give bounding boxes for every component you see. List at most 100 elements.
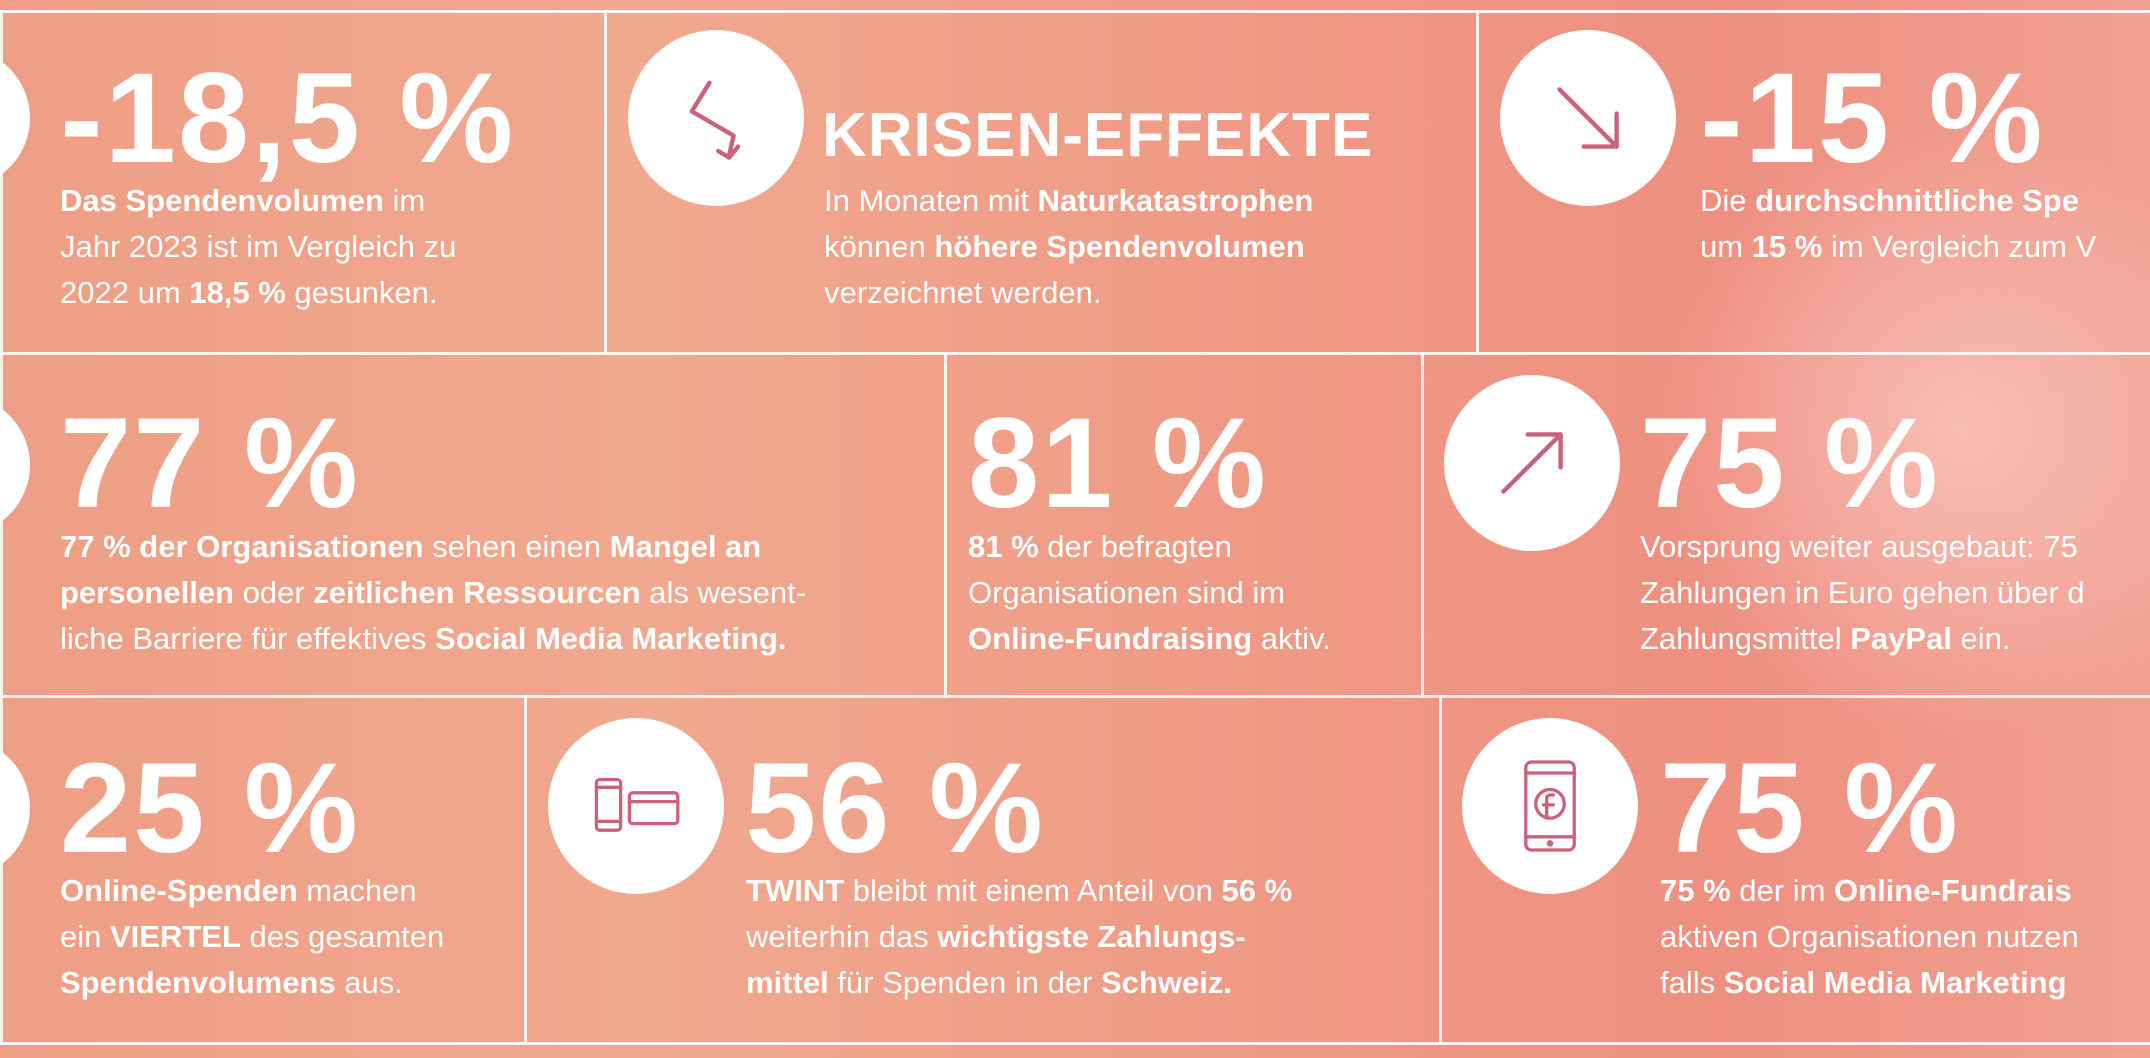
tile-value: 81 % bbox=[968, 392, 1268, 535]
bold-text: zeitlichen Ressourcen bbox=[313, 575, 641, 610]
text-run: ein bbox=[60, 919, 110, 954]
description-line: um 15 % im Vergleich zum V bbox=[1700, 224, 2096, 270]
description-line: In Monaten mit Naturkatastrophen bbox=[824, 178, 1313, 224]
bold-text: durchschnittliche Spe bbox=[1755, 183, 2079, 218]
grid-line-top bbox=[0, 10, 2150, 13]
text-run: Die bbox=[1700, 183, 1756, 218]
description-line: 81 % der befragten bbox=[968, 524, 1331, 570]
text-run: im bbox=[383, 183, 426, 218]
grid-line-r1-a bbox=[604, 10, 607, 354]
phone-and-card-icon bbox=[548, 718, 724, 894]
text-run: Organisationen sind im bbox=[968, 575, 1286, 610]
grid-line-left bbox=[0, 10, 3, 1044]
bold-text: Spendenvolumens bbox=[60, 965, 336, 1000]
tile-value: -18,5 % bbox=[60, 47, 516, 190]
arrow-up-right-icon bbox=[1444, 375, 1620, 551]
text-run: im Vergleich zum V bbox=[1822, 229, 2097, 264]
tile-description: TWINT bleibt mit einem Anteil von 56 % we… bbox=[746, 868, 1292, 1006]
text-run: Zahlungen in Euro gehen über d bbox=[1640, 575, 2085, 610]
text-run: Zahlungsmittel bbox=[1640, 621, 1851, 656]
bold-text: Naturkatastrophen bbox=[1037, 183, 1314, 218]
grid-line-r1-b bbox=[1476, 10, 1479, 354]
text-run: ein. bbox=[1951, 621, 2011, 656]
zigzag-arrow-down-icon bbox=[628, 30, 804, 206]
description-line: weiterhin das wichtigste Zahlungs- bbox=[746, 914, 1292, 960]
description-line: Die durchschnittliche Spe bbox=[1700, 178, 2096, 224]
bold-text: Online-Fundraising bbox=[968, 621, 1253, 656]
grid-line-row2 bbox=[0, 695, 2150, 698]
text-run: 2022 um bbox=[60, 275, 190, 310]
description-line: Spendenvolumens aus. bbox=[60, 960, 444, 1006]
bold-text: 15 % bbox=[1751, 229, 1823, 264]
tile-description: 77 % der Organisationen sehen einen Mang… bbox=[60, 524, 806, 662]
text-run: machen bbox=[297, 873, 417, 908]
text-run: oder bbox=[234, 575, 314, 610]
description-line: 77 % der Organisationen sehen einen Mang… bbox=[60, 524, 806, 570]
grid-line-r2-a bbox=[944, 352, 947, 697]
text-run: In Monaten mit bbox=[824, 183, 1038, 218]
background-glow bbox=[1650, 120, 2150, 740]
description-line: falls Social Media Marketing bbox=[1660, 960, 2079, 1006]
description-line: Das Spendenvolumen im bbox=[60, 178, 456, 224]
text-run: Vorsprung weiter ausgebaut: 75 bbox=[1640, 529, 2078, 564]
bold-text: wichtigste Zahlungs- bbox=[937, 919, 1246, 954]
description-line: Vorsprung weiter ausgebaut: 75 bbox=[1640, 524, 2085, 570]
text-run: aktiv. bbox=[1252, 621, 1331, 656]
text-run: bleibt mit einem Anteil von bbox=[844, 873, 1222, 908]
tile-description: Vorsprung weiter ausgebaut: 75 Zahlungen … bbox=[1640, 524, 2085, 662]
bold-text: PayPal bbox=[1850, 621, 1952, 656]
partial-circle-icon bbox=[0, 738, 30, 878]
tile-value: 75 % bbox=[1640, 392, 1940, 535]
bold-text: Online-Fundrais bbox=[1834, 873, 2072, 908]
bold-text: Das Spendenvolumen bbox=[60, 183, 384, 218]
text-run: als wesent- bbox=[640, 575, 807, 610]
grid-line-r3-b bbox=[1439, 695, 1442, 1044]
tile-description: Die durchschnittliche Spe um 15 % im Verg… bbox=[1700, 178, 2096, 270]
bold-text: 75 % bbox=[1660, 873, 1731, 908]
tile-value: 56 % bbox=[745, 737, 1045, 880]
description-line: TWINT bleibt mit einem Anteil von 56 % bbox=[746, 868, 1292, 914]
description-line: Zahlungen in Euro gehen über d bbox=[1640, 570, 2085, 616]
partial-circle-icon bbox=[0, 48, 30, 188]
bold-text: 81 % bbox=[968, 529, 1039, 564]
text-run: gesunken. bbox=[285, 275, 438, 310]
bold-text: 77 % der Organisationen bbox=[60, 529, 424, 564]
bold-text: Social Media Marketing bbox=[1723, 965, 2067, 1000]
text-run: falls bbox=[1660, 965, 1724, 1000]
text-run: liche Barriere für effektives bbox=[60, 621, 436, 656]
description-line: verzeichnet werden. bbox=[824, 270, 1313, 316]
tile-description: In Monaten mit Naturkatastrophen können h… bbox=[824, 178, 1313, 316]
text-run: der im bbox=[1730, 873, 1835, 908]
tile-value: 25 % bbox=[60, 737, 360, 880]
description-line: Online-Fundraising aktiv. bbox=[968, 616, 1331, 662]
description-line: ein VIERTEL des gesamten bbox=[60, 914, 444, 960]
bold-text: Social Media Marketing. bbox=[435, 621, 787, 656]
tile-value: KRISEN-EFFEKTE bbox=[822, 101, 1374, 170]
bold-text: TWINT bbox=[746, 873, 845, 908]
text-run: Jahr 2023 ist im Vergleich zu bbox=[60, 229, 457, 264]
text-run: weiterhin das bbox=[746, 919, 938, 954]
text-run: sehen einen bbox=[423, 529, 610, 564]
text-run: der befragten bbox=[1038, 529, 1232, 564]
description-line: personellen oder zeitlichen Ressourcen a… bbox=[60, 570, 806, 616]
description-line: Jahr 2023 ist im Vergleich zu bbox=[60, 224, 456, 270]
description-line: 2022 um 18,5 % gesunken. bbox=[60, 270, 456, 316]
text-run: verzeichnet werden. bbox=[824, 275, 1102, 310]
bold-text: Online-Spenden bbox=[60, 873, 298, 908]
description-line: Organisationen sind im bbox=[968, 570, 1331, 616]
phone-facebook-icon bbox=[1462, 718, 1638, 894]
partial-circle-icon bbox=[0, 395, 30, 535]
grid-line-bottom bbox=[0, 1042, 2150, 1045]
grid-line-r3-a bbox=[524, 695, 527, 1044]
bold-text: Schweiz. bbox=[1100, 965, 1232, 1000]
tile-description: 81 % der befragten Organisationen sind im… bbox=[968, 524, 1331, 662]
text-run: um bbox=[1700, 229, 1752, 264]
tile-description: 75 % der im Online-Fundrais aktiven Organ… bbox=[1660, 868, 2079, 1006]
bold-text: mittel bbox=[746, 965, 829, 1000]
text-run: aus. bbox=[335, 965, 403, 1000]
description-line: können höhere Spendenvolumen bbox=[824, 224, 1313, 270]
text-run: aktiven Organisationen nutzen bbox=[1660, 919, 2079, 954]
description-line: Zahlungsmittel PayPal ein. bbox=[1640, 616, 2085, 662]
description-line: aktiven Organisationen nutzen bbox=[1660, 914, 2079, 960]
